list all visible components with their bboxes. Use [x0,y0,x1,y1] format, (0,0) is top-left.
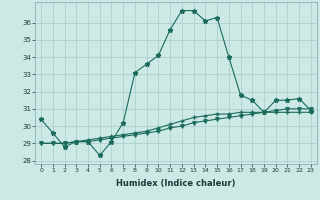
X-axis label: Humidex (Indice chaleur): Humidex (Indice chaleur) [116,179,236,188]
